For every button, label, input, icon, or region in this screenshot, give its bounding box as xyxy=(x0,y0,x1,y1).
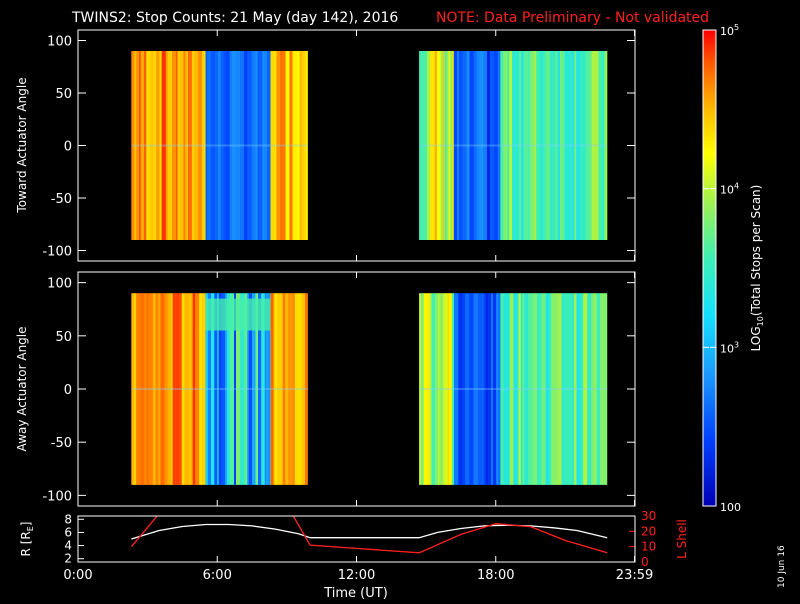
left-y-tick-label: 2 xyxy=(64,552,72,566)
generation-date: 10 Jun 16 xyxy=(777,545,787,588)
y-tick-label: -50 xyxy=(51,436,72,451)
y-tick-label: 50 xyxy=(55,330,72,345)
colorbar-gradient xyxy=(703,30,716,506)
lshell-line xyxy=(131,513,607,553)
y-tick-label: 100 xyxy=(47,35,72,50)
x-tick-label: 23:59 xyxy=(616,568,653,583)
left-y-tick-label: 8 xyxy=(64,512,72,526)
toward-y-axis-label: Toward Actuator Angle xyxy=(15,77,29,213)
time-axis-label: Time (UT) xyxy=(323,586,388,600)
away-heatmap-data xyxy=(131,293,607,485)
right-y-tick-label: 30 xyxy=(641,509,656,523)
y-tick-label: 50 xyxy=(55,87,72,102)
orbit-left-y-label: R [RE] xyxy=(19,522,35,557)
colorbar: 100 103 104 105 LOG10(Total Stops per Scan) xyxy=(703,23,765,514)
orbit-right-y-label: L Shell xyxy=(675,519,689,559)
away-y-axis-label: Away Actuator Angle xyxy=(15,326,29,451)
y-tick-label: -100 xyxy=(42,489,72,504)
right-y-tick-label: 0 xyxy=(641,555,649,569)
y-tick-label: 100 xyxy=(47,277,72,292)
orbit-plot-frame xyxy=(78,516,635,562)
right-y-tick-label: 10 xyxy=(641,540,656,554)
y-tick-label: 0 xyxy=(64,140,72,155)
x-tick-label: 6:00 xyxy=(203,568,232,583)
colorbar-tick-label: 100 xyxy=(720,501,741,514)
colorbar-tick-label: 105 xyxy=(720,23,739,38)
left-y-tick-label: 4 xyxy=(64,539,72,553)
colorbar-label: LOG10(Total Stops per Scan) xyxy=(749,185,765,352)
left-y-tick-label: 6 xyxy=(64,525,72,539)
orbit-lines xyxy=(131,513,607,553)
radius-line xyxy=(131,525,607,540)
x-tick-label: 18:00 xyxy=(477,568,514,583)
x-tick-label: 0:00 xyxy=(63,568,92,583)
colorbar-tick-label: 104 xyxy=(720,182,739,197)
y-tick-label: 0 xyxy=(64,383,72,398)
y-tick-label: -100 xyxy=(42,245,72,260)
toward-heatmap-data xyxy=(131,51,607,240)
right-y-tick-label: 20 xyxy=(641,524,656,538)
panel-away: -100 -50 0 50 100 Away Actuator Angle xyxy=(15,272,635,506)
colorbar-tick-label: 103 xyxy=(720,340,739,355)
panel-toward: -100 -50 0 50 100 Toward Actuator Angle xyxy=(15,30,635,261)
figure-title: TWINS2: Stop Counts: 21 May (day 142), 2… xyxy=(71,10,398,26)
preliminary-note: NOTE: Data Preliminary - Not validated xyxy=(436,10,709,26)
x-tick-label: 12:00 xyxy=(338,568,375,583)
y-tick-label: -50 xyxy=(51,192,72,207)
heatmap-band xyxy=(206,299,271,331)
